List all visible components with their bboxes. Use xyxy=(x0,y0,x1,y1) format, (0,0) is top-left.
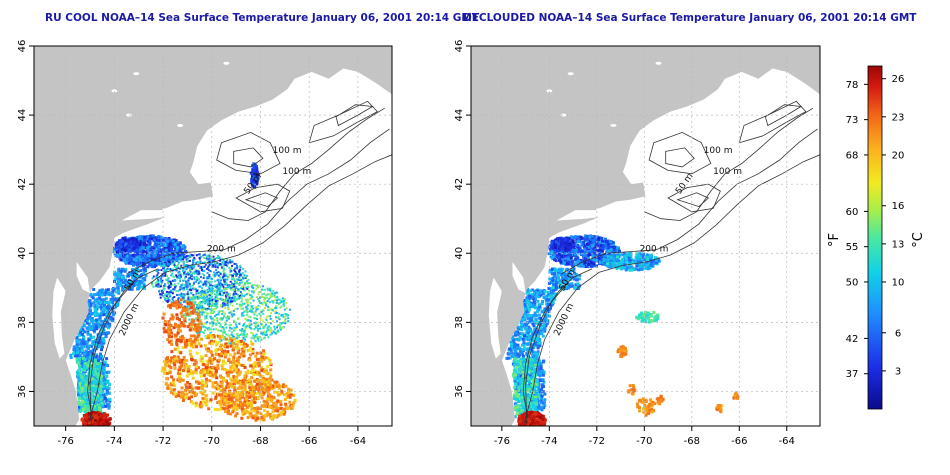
celsius-tick-label: 20 xyxy=(892,150,905,161)
chesapeake-bay xyxy=(52,277,66,359)
map-grid xyxy=(471,46,820,426)
lon-tick-label: -74 xyxy=(106,436,122,447)
lake xyxy=(177,123,184,127)
lake xyxy=(567,72,574,76)
map-axes: -76 -74 -72 -70 -68 -66 -64 36 38 40 42 44 46 xyxy=(454,40,795,447)
delaware-bay xyxy=(76,261,90,293)
contour-loop xyxy=(665,147,695,168)
temperature-colorbar: 26 23 20 16 13 10 6 3 78 73 68 60 55 50 42 37 °F °C xyxy=(827,65,926,410)
lon-tick-label: -76 xyxy=(494,436,510,447)
contour-line xyxy=(126,128,390,275)
map-axes: -76 -74 -72 -70 -68 -66 -64 36 38 40 42 44 46 xyxy=(17,40,366,447)
fahrenheit-tick-label: 50 xyxy=(846,277,859,288)
lon-tick-label: -72 xyxy=(155,436,171,447)
lake xyxy=(223,61,230,65)
map-grid xyxy=(34,46,392,426)
long-island xyxy=(133,201,164,211)
bathymetry-contours xyxy=(522,100,820,425)
contour-line xyxy=(524,154,820,423)
lat-tick-label: 36 xyxy=(454,385,465,398)
right-map-title: DECLOUDED NOAA–14 Sea Surface Temperatur… xyxy=(463,12,917,24)
delaware-bay xyxy=(512,261,526,293)
celsius-tick-label: 13 xyxy=(892,239,905,250)
lat-tick-label: 44 xyxy=(454,109,465,122)
contour-loop xyxy=(648,131,712,175)
lat-tick-label: 44 xyxy=(17,109,28,122)
lat-tick-label: 42 xyxy=(17,178,28,191)
fahrenheit-tick-label: 78 xyxy=(846,80,859,91)
contour-depth-label: 200 m xyxy=(640,245,669,255)
contour-loop xyxy=(335,104,374,127)
sst-data-layer xyxy=(69,162,297,426)
lake xyxy=(546,89,553,93)
lat-tick-label: 40 xyxy=(454,247,465,260)
fahrenheit-tick-label: 73 xyxy=(846,115,859,126)
contour-depth-label: 100 m xyxy=(273,146,302,156)
lon-tick-label: -72 xyxy=(589,436,605,447)
lake xyxy=(560,113,567,117)
lon-tick-label: -76 xyxy=(57,436,73,447)
fahrenheit-tick-label: 55 xyxy=(846,242,859,253)
contour-line xyxy=(525,282,569,425)
lake xyxy=(610,123,617,127)
celsius-tick-label: 6 xyxy=(895,328,901,339)
fahrenheit-tick-label: 42 xyxy=(846,334,859,345)
contour-line xyxy=(522,268,593,420)
celsius-unit-label: °C xyxy=(911,232,926,248)
contour-depth-label: 200 m xyxy=(207,245,236,255)
lon-tick-label: -66 xyxy=(731,436,747,447)
lon-tick-label: -70 xyxy=(204,436,220,447)
celsius-tick-label: 10 xyxy=(892,277,905,288)
lake xyxy=(111,89,118,93)
contour-loop xyxy=(244,192,279,208)
lon-tick-label: -70 xyxy=(636,436,652,447)
fahrenheit-unit-label: °F xyxy=(827,233,842,247)
lat-tick-label: 42 xyxy=(454,178,465,191)
contour-loop xyxy=(764,104,803,127)
lat-tick-label: 38 xyxy=(454,316,465,329)
contour-depth-label: 100 m xyxy=(713,167,742,177)
contour-depth-label: 100 m xyxy=(704,146,733,156)
celsius-tick-label: 26 xyxy=(892,74,905,85)
contour-line xyxy=(211,107,385,221)
lat-tick-label: 38 xyxy=(17,316,28,329)
celsius-tick-label: 23 xyxy=(892,112,905,123)
contour-line xyxy=(88,154,392,423)
map-frame xyxy=(33,45,393,427)
contour-line xyxy=(87,268,159,420)
lake xyxy=(125,113,132,117)
lake xyxy=(655,61,662,65)
fahrenheit-tick-label: 60 xyxy=(846,207,859,218)
contour-loop xyxy=(233,147,264,168)
lat-tick-label: 36 xyxy=(17,385,28,398)
lon-tick-label: -68 xyxy=(252,436,268,447)
land-mass xyxy=(34,46,392,426)
fahrenheit-tick-label: 68 xyxy=(846,150,859,161)
contour-depth-label: 100 m xyxy=(282,167,311,177)
celsius-tick-label: 16 xyxy=(892,201,905,212)
lon-tick-label: -66 xyxy=(301,436,317,447)
lat-tick-label: 46 xyxy=(17,40,28,53)
fahrenheit-tick-label: 37 xyxy=(846,369,859,380)
lon-tick-label: -64 xyxy=(350,436,366,447)
land-mass xyxy=(471,46,820,426)
lon-tick-label: -74 xyxy=(541,436,557,447)
left-map-title: RU COOL NOAA–14 Sea Surface Temperature … xyxy=(45,12,479,24)
map-frame xyxy=(470,45,821,427)
colorbar-gradient xyxy=(867,65,883,410)
celsius-tick-label: 3 xyxy=(895,366,901,377)
lon-tick-label: -64 xyxy=(779,436,795,447)
contour-loop xyxy=(676,192,710,208)
lat-tick-label: 46 xyxy=(454,40,465,53)
lake xyxy=(133,72,140,76)
contour-line xyxy=(644,107,814,221)
long-island xyxy=(568,201,597,211)
lon-tick-label: -68 xyxy=(684,436,700,447)
chesapeake-bay xyxy=(488,277,502,359)
contour-loop xyxy=(216,131,281,175)
lat-tick-label: 40 xyxy=(17,247,28,260)
